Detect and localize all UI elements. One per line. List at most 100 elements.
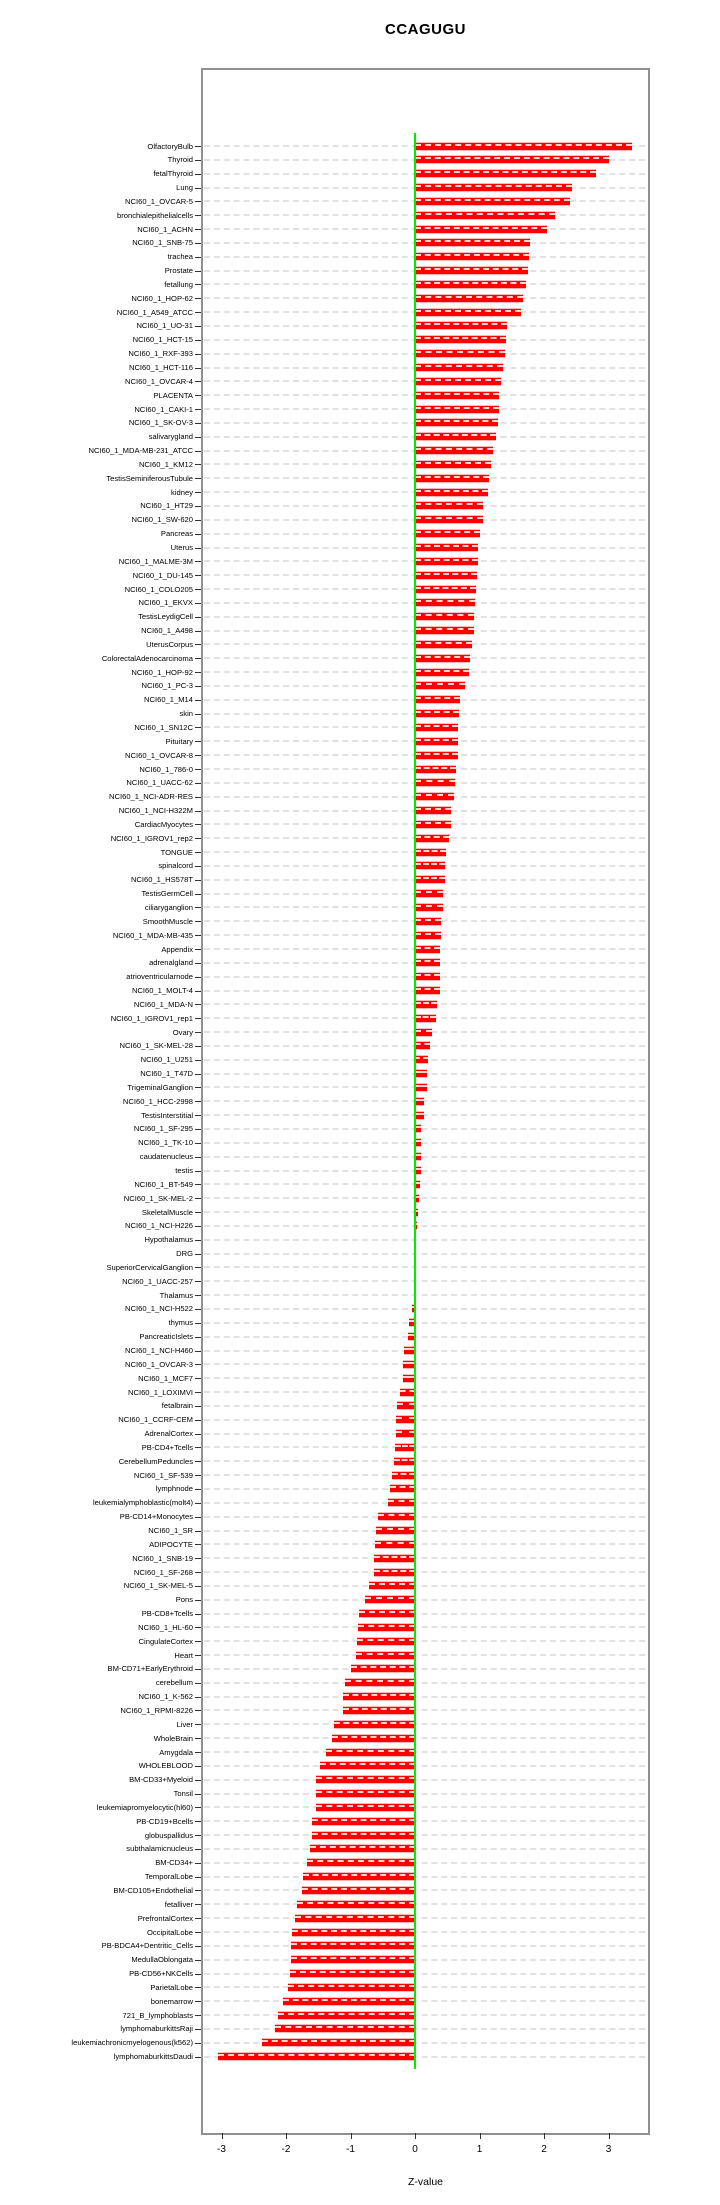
category-label: adrenalgland <box>149 958 193 968</box>
y-axis-tick <box>195 1613 201 1615</box>
bar-testis <box>415 1166 421 1176</box>
bar-grid-overlay <box>287 1984 415 1987</box>
category-label: NCI60_1_HS578T <box>130 875 193 885</box>
bar-NCI60_1_IGROV1_rep1 <box>415 1013 437 1023</box>
bar-NCI60_1_MDA-N <box>415 999 437 1009</box>
bar-grid-overlay <box>415 171 596 174</box>
category-label: NCI60_1_OVCAR-4 <box>125 376 193 386</box>
bar-grid-overlay <box>262 2040 415 2043</box>
bar-NCI60_1_NCI-ADR-RES <box>415 792 455 802</box>
y-axis-tick <box>195 1724 201 1726</box>
bar-grid-overlay <box>415 295 524 298</box>
category-label: PrefrontalCortex <box>137 1913 193 1923</box>
bar-globuspallidus <box>311 1830 415 1840</box>
row-gridline <box>204 1972 645 1975</box>
y-axis-tick <box>195 962 201 964</box>
category-label: BM-CD105+Endothelial <box>113 1885 193 1895</box>
row-gridline <box>204 1944 645 1947</box>
bar-grid-overlay <box>358 1611 415 1614</box>
y-axis-tick <box>195 2001 201 2003</box>
y-axis-tick <box>195 1295 201 1297</box>
y-axis-tick <box>195 796 201 798</box>
y-axis-tick <box>195 893 201 895</box>
category-label: NCI60_1_ACHN <box>137 224 193 234</box>
bar-caudatenucleus <box>415 1152 421 1162</box>
bar-CardiacMyocytes <box>415 819 452 829</box>
bar-grid-overlay <box>316 1804 415 1807</box>
category-label: NCI60_1_SF-295 <box>133 1124 193 1134</box>
category-label: NCI60_1_UACC-257 <box>122 1276 193 1286</box>
bar-grid-overlay <box>415 932 441 935</box>
category-label: DRG <box>176 1249 193 1259</box>
row-gridline <box>204 1224 645 1227</box>
category-label: NCI60_1_OVCAR-8 <box>125 750 193 760</box>
bar-grid-overlay <box>415 406 499 409</box>
y-axis-tick <box>195 325 201 327</box>
row-gridline <box>204 1986 645 1989</box>
y-axis-tick <box>195 1018 201 1020</box>
y-axis-tick <box>195 1212 201 1214</box>
bar-fetalliver <box>296 1899 415 1909</box>
category-label: NCI60_1_MDA-MB-435 <box>112 930 193 940</box>
bar-grid-overlay <box>415 1154 421 1157</box>
bar-NCI60_1_UACC-62 <box>415 778 455 788</box>
bar-Pancreas <box>415 529 480 539</box>
y-axis-tick <box>195 907 201 909</box>
y-axis-tick <box>195 367 201 369</box>
row-gridline <box>204 1584 645 1587</box>
category-label: NCI60_1_EKVX <box>138 598 193 608</box>
category-label: Pancreas <box>160 529 193 539</box>
category-label: Thyroid <box>167 155 193 165</box>
bar-grid-overlay <box>415 821 452 824</box>
row-gridline <box>204 1377 645 1380</box>
y-axis-tick <box>195 1945 201 1947</box>
bar-NCI60_1_COLO205 <box>415 584 477 594</box>
bar-grid-overlay <box>302 1887 415 1890</box>
bar-leukemiapromyelocytic(hl60) <box>316 1802 415 1812</box>
bar-grid-overlay <box>415 254 530 257</box>
bar-NCI60_1_HCT-15 <box>415 335 506 345</box>
bar-grid-overlay <box>289 1971 415 1974</box>
category-label: Liver <box>176 1719 193 1729</box>
bar-grid-overlay <box>377 1514 415 1517</box>
category-label: Amygdala <box>159 1747 193 1757</box>
y-axis-tick <box>195 672 201 674</box>
row-gridline <box>204 1169 645 1172</box>
bar-grid-overlay <box>319 1763 415 1766</box>
bar-grid-overlay <box>415 641 472 644</box>
bar-grid-overlay <box>415 351 506 354</box>
y-axis-tick <box>195 1862 201 1864</box>
bar-grid-overlay <box>396 1417 415 1420</box>
category-label: lymphnode <box>155 1484 193 1494</box>
x-tick-label: 0 <box>412 2144 418 2155</box>
row-gridline <box>204 1612 645 1615</box>
y-axis-tick <box>195 1668 201 1670</box>
y-axis-tick <box>195 1710 201 1712</box>
bar-NCI60_1_K-562 <box>342 1692 415 1702</box>
category-label: NCI60_1_SF-539 <box>133 1470 193 1480</box>
bar-TestisGermCell <box>415 889 444 899</box>
y-axis-tick <box>195 865 201 867</box>
bar-NCI60_1_T47D <box>415 1069 427 1079</box>
y-axis-tick <box>195 2042 201 2044</box>
bar-bronchialepithelialcells <box>415 210 555 220</box>
bar-Amygdala <box>325 1747 415 1757</box>
bar-grid-overlay <box>415 558 478 561</box>
row-gridline <box>204 1404 645 1407</box>
category-label: NCI60_1_U251 <box>140 1055 193 1065</box>
bar-grid-overlay <box>415 1140 422 1143</box>
y-axis-tick <box>195 1821 201 1823</box>
category-label: CardiacMyocytes <box>134 819 193 829</box>
category-label: NCI60_1_CAKI-1 <box>134 404 193 414</box>
category-label: TrigeminalGanglion <box>127 1082 193 1092</box>
bar-grid-overlay <box>415 461 492 464</box>
bar-grid-overlay <box>415 420 499 423</box>
category-label: NCI60_1_COLO205 <box>124 584 193 594</box>
y-axis-tick <box>195 409 201 411</box>
category-label: NCI60_1_T47D <box>140 1069 193 1079</box>
y-axis-tick <box>195 1142 201 1144</box>
row-gridline <box>204 1474 645 1477</box>
bar-OlfactoryBulb <box>415 141 633 151</box>
bar-grid-overlay <box>415 918 441 921</box>
category-label: leukemialymphoblastic(molt4) <box>92 1498 193 1508</box>
